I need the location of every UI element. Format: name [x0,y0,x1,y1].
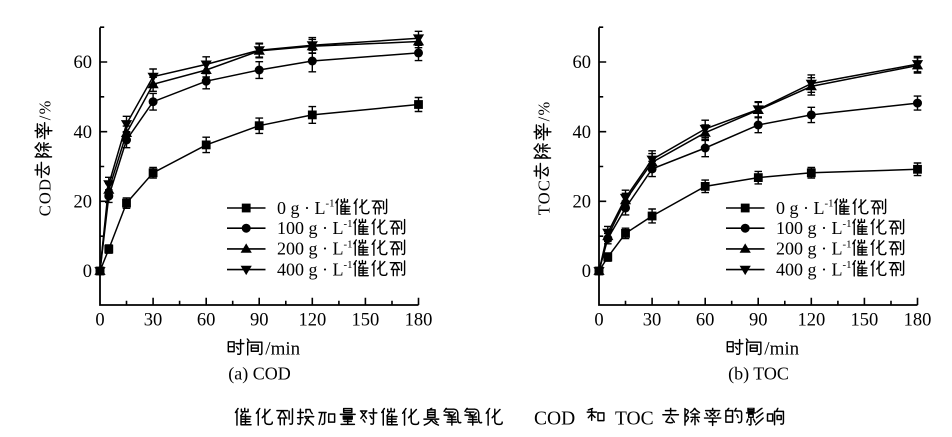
svg-text:90: 90 [250,311,269,331]
svg-text:20: 20 [573,193,592,213]
svg-text:30: 30 [643,311,662,331]
svg-text:200 g · L: 200 g · L [776,239,843,259]
svg-text:120: 120 [299,311,327,331]
svg-text:-1: -1 [326,198,335,210]
svg-text:60: 60 [74,53,93,73]
svg-text:60: 60 [573,53,592,73]
svg-text:TOC: TOC [615,409,654,430]
svg-text:90: 90 [749,311,768,331]
svg-text:-1: -1 [344,259,353,271]
svg-text:20: 20 [74,193,93,213]
svg-text:-1: -1 [344,218,353,230]
svg-text:0: 0 [83,262,92,282]
svg-text:0: 0 [95,311,104,331]
svg-text:200 g · L: 200 g · L [277,239,344,259]
svg-text:/min: /min [265,339,300,360]
svg-text:-1: -1 [843,259,852,271]
svg-text:60: 60 [197,311,216,331]
svg-text:30: 30 [144,311,163,331]
svg-text:-1: -1 [843,218,852,230]
svg-text:0: 0 [582,262,591,282]
svg-text:0 g · L: 0 g · L [277,198,326,218]
svg-text:400 g · L: 400 g · L [776,259,843,279]
svg-text:COD: COD [35,178,54,216]
svg-text:100 g · L: 100 g · L [776,218,843,238]
svg-text:(b) TOC: (b) TOC [728,364,789,385]
svg-text:-1: -1 [344,239,353,251]
svg-text:0 g · L: 0 g · L [776,198,825,218]
svg-text:/min: /min [764,339,799,360]
svg-text:100 g · L: 100 g · L [277,218,344,238]
svg-text:120: 120 [798,311,826,331]
svg-text:40: 40 [74,123,93,143]
svg-text:150: 150 [851,311,879,331]
svg-text:(a) COD: (a) COD [228,364,290,385]
svg-text:40: 40 [573,123,592,143]
svg-text:400 g · L: 400 g · L [277,259,344,279]
svg-text:/%: /% [534,101,553,122]
svg-text:TOC: TOC [534,179,553,215]
svg-text:150: 150 [352,311,380,331]
svg-text:/%: /% [35,99,54,120]
svg-text:60: 60 [696,311,715,331]
svg-text:180: 180 [904,311,932,331]
svg-text:COD: COD [534,409,575,430]
svg-text:-1: -1 [843,239,852,251]
svg-text:180: 180 [405,311,433,331]
svg-text:0: 0 [594,311,603,331]
svg-text:-1: -1 [825,198,834,210]
